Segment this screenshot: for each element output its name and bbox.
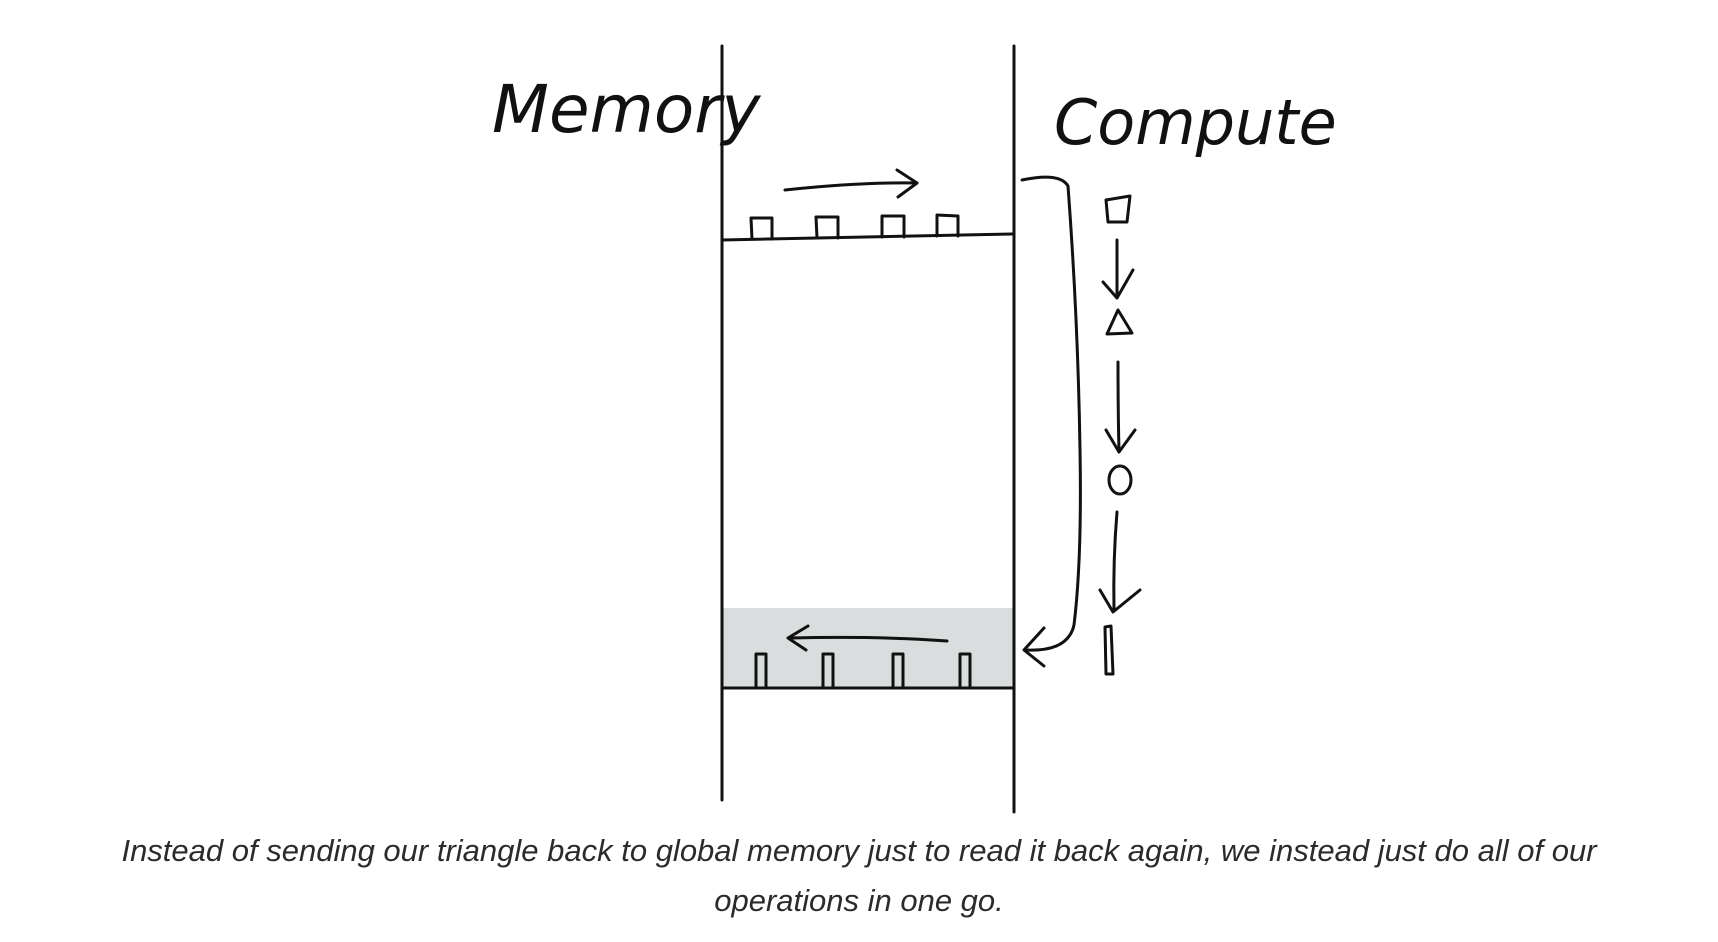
output-region [722, 608, 1014, 688]
input-square-icon [749, 216, 774, 241]
input-square-icon [935, 213, 960, 238]
memory-label: Memory [492, 71, 761, 148]
square-icon [1104, 194, 1132, 224]
loop-bracket [1020, 175, 1082, 668]
output-bar-icon [891, 652, 905, 689]
compute-pipeline [1098, 194, 1142, 676]
input-square-icon [814, 215, 840, 240]
read-arrow [783, 168, 919, 199]
triangle-icon [1105, 308, 1134, 336]
fusion-diagram: Memory Compute [492, 44, 1337, 814]
compute-label: Compute [1054, 86, 1337, 159]
output-bar-icon [958, 652, 972, 689]
input-square-icon [880, 214, 906, 239]
output-elements [754, 652, 972, 689]
input-row-line [720, 232, 1014, 242]
output-bar-icon [821, 652, 835, 689]
arrow-down-icon [1104, 360, 1137, 454]
output-bar-icon [754, 652, 768, 689]
input-elements [749, 213, 960, 241]
circle-icon [1107, 464, 1133, 496]
figure-caption: Instead of sending our triangle back to … [121, 833, 1597, 918]
arrow-down-icon [1098, 510, 1142, 614]
write-arrow [786, 624, 949, 652]
arrow-down-icon [1101, 238, 1135, 300]
bar-icon [1103, 624, 1115, 676]
